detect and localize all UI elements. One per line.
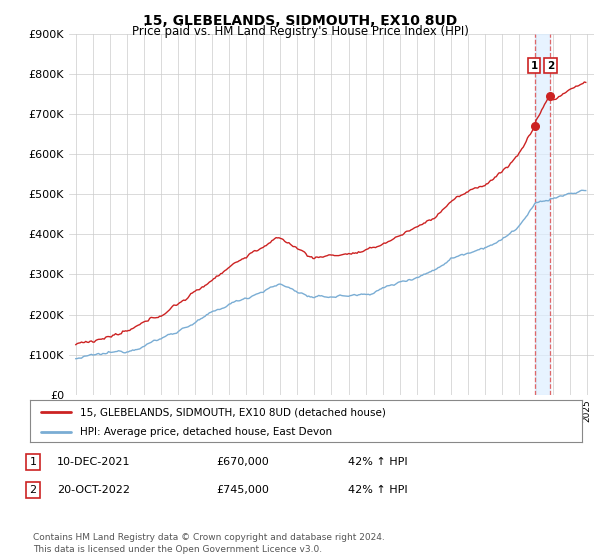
Text: £745,000: £745,000 (216, 485, 269, 495)
Text: 2: 2 (547, 60, 554, 71)
Text: 2: 2 (29, 485, 37, 495)
Text: Contains HM Land Registry data © Crown copyright and database right 2024.
This d: Contains HM Land Registry data © Crown c… (33, 533, 385, 554)
Text: £670,000: £670,000 (216, 457, 269, 467)
Text: 15, GLEBELANDS, SIDMOUTH, EX10 8UD: 15, GLEBELANDS, SIDMOUTH, EX10 8UD (143, 14, 457, 28)
Text: 20-OCT-2022: 20-OCT-2022 (57, 485, 130, 495)
Text: 10-DEC-2021: 10-DEC-2021 (57, 457, 131, 467)
Text: 42% ↑ HPI: 42% ↑ HPI (348, 485, 407, 495)
Text: Price paid vs. HM Land Registry's House Price Index (HPI): Price paid vs. HM Land Registry's House … (131, 25, 469, 38)
Text: HPI: Average price, detached house, East Devon: HPI: Average price, detached house, East… (80, 427, 332, 437)
Bar (535, 34, 550, 395)
Text: 42% ↑ HPI: 42% ↑ HPI (348, 457, 407, 467)
Text: 1: 1 (530, 60, 538, 71)
Text: 1: 1 (29, 457, 37, 467)
Text: 15, GLEBELANDS, SIDMOUTH, EX10 8UD (detached house): 15, GLEBELANDS, SIDMOUTH, EX10 8UD (deta… (80, 407, 386, 417)
